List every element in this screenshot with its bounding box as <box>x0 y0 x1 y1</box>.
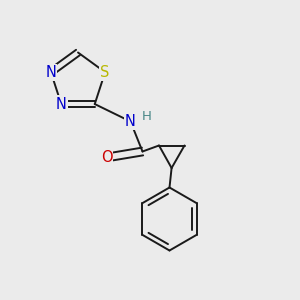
Text: N: N <box>125 114 136 129</box>
Text: N: N <box>46 65 56 80</box>
Text: S: S <box>100 65 110 80</box>
Text: O: O <box>101 150 112 165</box>
Text: N: N <box>56 97 67 112</box>
Text: H: H <box>142 110 152 123</box>
